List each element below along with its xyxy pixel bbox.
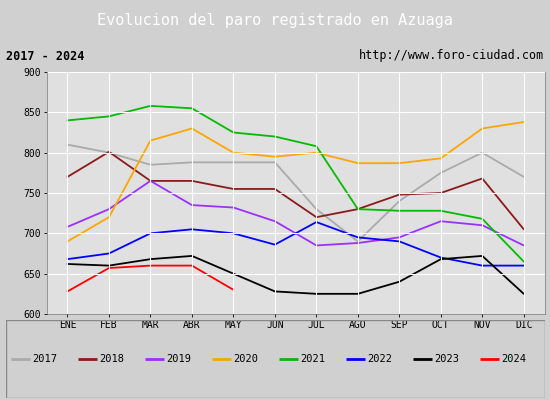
Text: 2017: 2017 <box>32 354 57 364</box>
Text: 2024: 2024 <box>502 354 526 364</box>
Text: Evolucion del paro registrado en Azuaga: Evolucion del paro registrado en Azuaga <box>97 14 453 28</box>
Text: 2023: 2023 <box>434 354 459 364</box>
Text: 2017 - 2024: 2017 - 2024 <box>6 50 84 62</box>
Text: 2020: 2020 <box>233 354 258 364</box>
Text: 2018: 2018 <box>100 354 124 364</box>
Text: 2019: 2019 <box>167 354 191 364</box>
Text: 2021: 2021 <box>300 354 326 364</box>
Text: http://www.foro-ciudad.com: http://www.foro-ciudad.com <box>359 50 544 62</box>
Text: 2022: 2022 <box>367 354 392 364</box>
